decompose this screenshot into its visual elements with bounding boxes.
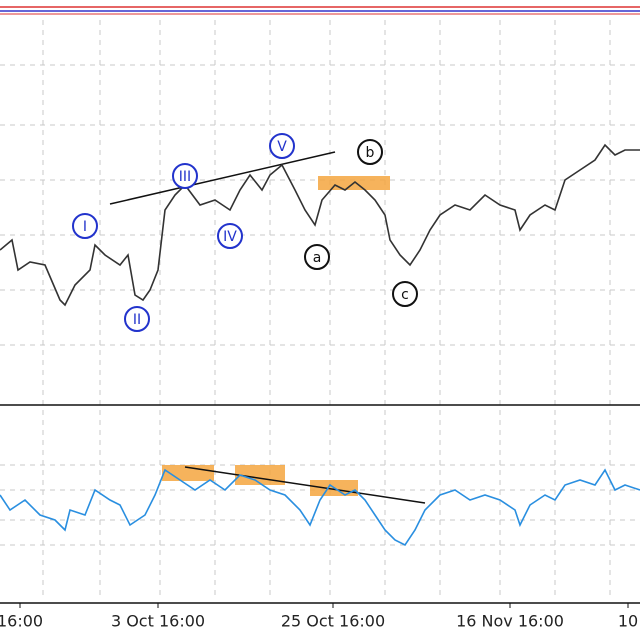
x-tick-label: 10 bbox=[618, 612, 638, 631]
price-line bbox=[0, 468, 640, 547]
grid bbox=[0, 20, 640, 600]
trend-line bbox=[184, 466, 426, 504]
wave-label: V bbox=[277, 139, 287, 155]
x-tick-label: 16:00 bbox=[0, 612, 43, 631]
wave-label: c bbox=[401, 287, 409, 303]
wave-marker bbox=[217, 223, 243, 249]
wave-label: IV bbox=[223, 229, 237, 245]
x-tick-label: 16 Nov 16:00 bbox=[456, 612, 564, 631]
wave-label: a bbox=[313, 250, 322, 266]
wave-label: III bbox=[179, 169, 191, 185]
wave-marker bbox=[357, 139, 383, 165]
wave-label: I bbox=[83, 219, 87, 235]
wave-marker bbox=[304, 244, 330, 270]
wave-marker bbox=[392, 281, 418, 307]
wave-marker bbox=[269, 133, 295, 159]
wave-label: II bbox=[133, 312, 141, 328]
wave-label: b bbox=[366, 145, 375, 161]
x-tick-label: 25 Oct 16:00 bbox=[281, 612, 385, 631]
price-line bbox=[0, 143, 640, 307]
wave-marker bbox=[72, 213, 98, 239]
x-tick-label: 3 Oct 16:00 bbox=[111, 612, 205, 631]
wave-marker bbox=[124, 306, 150, 332]
wave-marker bbox=[172, 163, 198, 189]
trend-line bbox=[109, 151, 336, 205]
